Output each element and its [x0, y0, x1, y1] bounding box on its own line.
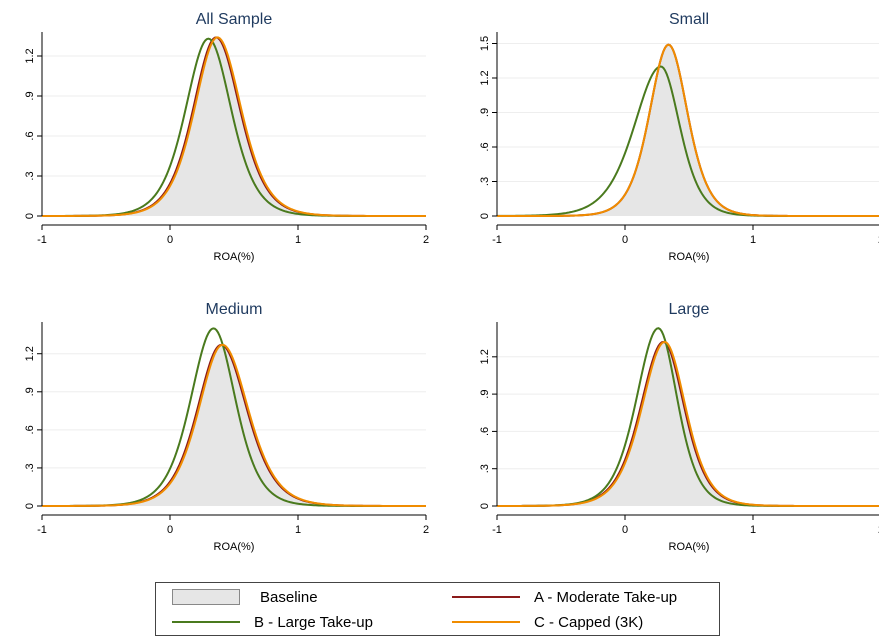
legend-label-c: C - Capped (3K): [534, 613, 644, 631]
legend-swatch-c: [452, 621, 520, 623]
y-tick-label: 1.2: [24, 346, 36, 361]
x-tick-label: 2: [423, 234, 429, 246]
series-baseline-area: [42, 344, 426, 506]
y-tick-label: .6: [479, 427, 491, 436]
legend-swatch-b: [172, 621, 240, 623]
legend-item-b: B - Large Take-up: [172, 611, 373, 633]
panel-all-sample: All Sample 0 .3 .6 .9 1.2 -1 0 1 2 ROA(%): [0, 0, 440, 280]
legend-label-b: B - Large Take-up: [254, 613, 373, 631]
y-tick-label: 0: [24, 503, 36, 509]
x-tick-label: 1: [295, 524, 301, 536]
x-tick-label: 1: [750, 234, 756, 246]
legend-swatch-a: [452, 596, 520, 598]
legend-item-c: C - Capped (3K): [452, 611, 643, 633]
chart-small: Small 0 .3 .6 .9 1.2 1.5 -1 0 1 2 ROA(%): [479, 11, 879, 263]
legend-label-baseline: Baseline: [260, 588, 318, 606]
panel-large: Large 0 .3 .6 .9 1.2 -1 0 1 2 ROA(%): [455, 290, 879, 570]
x-tick-label: 0: [167, 524, 173, 536]
chart-large: Large 0 .3 .6 .9 1.2 -1 0 1 2 ROA(%): [479, 301, 879, 553]
y-tick-label: 1.2: [479, 349, 491, 364]
y-tick-label: .3: [24, 463, 36, 472]
x-tick-label: 0: [622, 234, 628, 246]
x-axis-label: ROA(%): [214, 541, 255, 553]
legend-label-a: A - Moderate Take-up: [534, 588, 678, 606]
y-tick-label: .3: [24, 171, 36, 180]
y-tick-label: 1.5: [479, 36, 491, 51]
legend-item-a: A - Moderate Take-up: [452, 586, 677, 608]
series-baseline-area: [497, 44, 879, 216]
panel-small: Small 0 .3 .6 .9 1.2 1.5 -1 0 1 2 ROA(%): [455, 0, 879, 280]
x-tick-label: -1: [492, 524, 502, 536]
x-tick-label: 2: [423, 524, 429, 536]
y-tick-label: 0: [479, 503, 491, 509]
series-c-line: [497, 340, 879, 507]
panel-title-all-sample: All Sample: [196, 11, 273, 28]
chart-medium: Medium 0 .3 .6 .9 1.2 -1 0 1 2 ROA(%): [24, 301, 429, 553]
y-tick-label: .6: [24, 425, 36, 434]
y-tick-label: .9: [24, 91, 36, 100]
y-tick-label: 0: [24, 213, 36, 219]
x-axis-label: ROA(%): [214, 251, 255, 263]
panel-title-medium: Medium: [206, 301, 263, 318]
x-tick-label: 1: [295, 234, 301, 246]
y-tick-label: .6: [479, 142, 491, 151]
legend-swatch-baseline: [172, 589, 240, 605]
y-tick-label: 1.2: [24, 48, 36, 63]
series-c-line: [42, 343, 427, 507]
y-tick-label: .9: [479, 390, 491, 399]
x-tick-label: 2: [878, 524, 879, 536]
x-axis-label: ROA(%): [669, 541, 710, 553]
y-tick-label: .6: [24, 131, 36, 140]
x-tick-label: -1: [37, 524, 47, 536]
y-tick-label: 0: [479, 213, 491, 219]
legend-item-baseline: Baseline: [172, 586, 318, 608]
series-c-line: [42, 36, 426, 217]
panel-title-large: Large: [669, 301, 710, 318]
x-tick-label: -1: [37, 234, 47, 246]
x-tick-label: 0: [167, 234, 173, 246]
y-tick-label: .9: [24, 387, 36, 396]
x-tick-label: 2: [878, 234, 879, 246]
x-tick-label: 0: [622, 524, 628, 536]
y-tick-label: .3: [479, 177, 491, 186]
x-tick-label: 1: [750, 524, 756, 536]
legend: Baseline A - Moderate Take-up B - Large …: [155, 582, 720, 636]
panel-medium: Medium 0 .3 .6 .9 1.2 -1 0 1 2 ROA(%): [0, 290, 440, 570]
y-tick-label: .3: [479, 464, 491, 473]
series-c-line: [497, 43, 879, 217]
panel-title-small: Small: [669, 11, 709, 28]
y-tick-label: .9: [479, 108, 491, 117]
series-baseline-area: [42, 37, 426, 216]
x-axis-label: ROA(%): [669, 251, 710, 263]
chart-all-sample: All Sample 0 .3 .6 .9 1.2 -1 0 1 2 ROA(%): [24, 11, 429, 263]
y-tick-label: 1.2: [479, 70, 491, 85]
x-tick-label: -1: [492, 234, 502, 246]
